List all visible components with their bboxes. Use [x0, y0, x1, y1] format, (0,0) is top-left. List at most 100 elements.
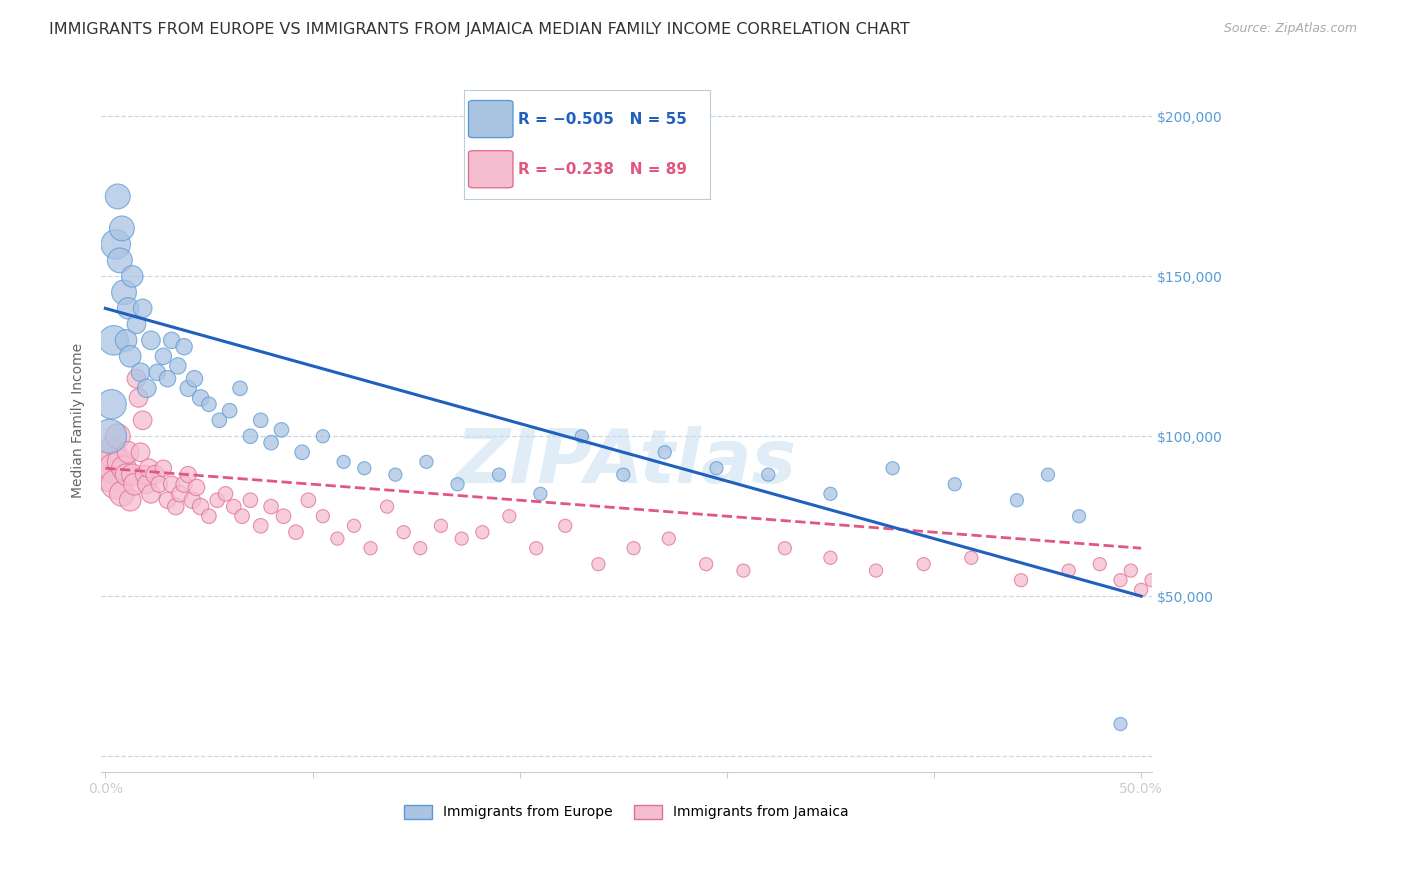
- Legend: Immigrants from Europe, Immigrants from Jamaica: Immigrants from Europe, Immigrants from …: [399, 799, 853, 825]
- Point: [384, 467, 406, 482]
- Point: [471, 525, 494, 540]
- Point: [111, 487, 134, 501]
- Point: [152, 349, 174, 363]
- Point: [943, 477, 966, 491]
- Point: [198, 509, 221, 524]
- Point: [360, 541, 382, 556]
- Point: [612, 467, 634, 482]
- Text: ZIPAtlas: ZIPAtlas: [456, 426, 797, 499]
- Point: [623, 541, 645, 556]
- Point: [1244, 596, 1267, 610]
- Point: [121, 269, 143, 284]
- Point: [239, 493, 262, 508]
- Point: [129, 445, 152, 459]
- Point: [571, 429, 593, 443]
- Point: [156, 493, 179, 508]
- Y-axis label: Median Family Income: Median Family Income: [72, 343, 86, 498]
- Point: [165, 500, 187, 514]
- Point: [108, 455, 131, 469]
- Point: [1140, 573, 1163, 587]
- Point: [135, 477, 157, 491]
- Point: [218, 403, 240, 417]
- Point: [143, 467, 166, 482]
- Point: [205, 493, 228, 508]
- Point: [1237, 582, 1260, 597]
- Point: [115, 467, 138, 482]
- Point: [1181, 573, 1204, 587]
- Point: [450, 532, 472, 546]
- Point: [104, 477, 127, 491]
- Point: [1150, 557, 1173, 571]
- Point: [173, 477, 195, 491]
- Point: [1233, 589, 1256, 603]
- Point: [820, 487, 842, 501]
- Point: [231, 509, 253, 524]
- Point: [284, 525, 307, 540]
- Point: [524, 541, 547, 556]
- Point: [1213, 582, 1236, 597]
- Point: [1250, 589, 1272, 603]
- Point: [120, 493, 142, 508]
- Point: [117, 445, 139, 459]
- Point: [1005, 493, 1028, 508]
- Point: [222, 500, 245, 514]
- Point: [115, 334, 138, 348]
- Point: [108, 253, 131, 268]
- Point: [152, 461, 174, 475]
- Point: [353, 461, 375, 475]
- Point: [96, 455, 118, 469]
- Point: [103, 334, 125, 348]
- Point: [1161, 564, 1184, 578]
- Point: [148, 477, 170, 491]
- Point: [291, 445, 314, 459]
- Point: [529, 487, 551, 501]
- Point: [1192, 564, 1215, 578]
- Point: [125, 372, 148, 386]
- Point: [820, 550, 842, 565]
- Point: [1067, 509, 1090, 524]
- Point: [1171, 582, 1194, 597]
- Point: [249, 413, 271, 427]
- Point: [181, 493, 204, 508]
- Point: [695, 557, 717, 571]
- Point: [270, 423, 292, 437]
- Point: [654, 445, 676, 459]
- Point: [177, 381, 200, 395]
- Point: [156, 372, 179, 386]
- Point: [312, 429, 335, 443]
- Text: Source: ZipAtlas.com: Source: ZipAtlas.com: [1223, 22, 1357, 36]
- Point: [121, 467, 143, 482]
- Point: [134, 467, 156, 482]
- Point: [912, 557, 935, 571]
- Point: [198, 397, 221, 411]
- Point: [173, 340, 195, 354]
- Point: [167, 359, 190, 373]
- Point: [756, 467, 779, 482]
- Point: [1119, 564, 1142, 578]
- Point: [160, 477, 183, 491]
- Point: [107, 189, 129, 203]
- Point: [1010, 573, 1032, 587]
- Point: [392, 525, 415, 540]
- Point: [104, 237, 127, 252]
- Point: [124, 477, 146, 491]
- Point: [960, 550, 983, 565]
- Point: [375, 500, 398, 514]
- Point: [112, 461, 135, 475]
- Point: [658, 532, 681, 546]
- Point: [260, 435, 283, 450]
- Point: [214, 487, 236, 501]
- Point: [409, 541, 432, 556]
- Point: [117, 301, 139, 316]
- Point: [297, 493, 319, 508]
- Point: [312, 509, 335, 524]
- Point: [1229, 596, 1251, 610]
- Point: [146, 365, 169, 379]
- Point: [1130, 582, 1153, 597]
- Point: [706, 461, 728, 475]
- Point: [177, 467, 200, 482]
- Point: [1109, 717, 1132, 731]
- Point: [128, 391, 150, 405]
- Point: [111, 221, 134, 235]
- Point: [107, 429, 129, 443]
